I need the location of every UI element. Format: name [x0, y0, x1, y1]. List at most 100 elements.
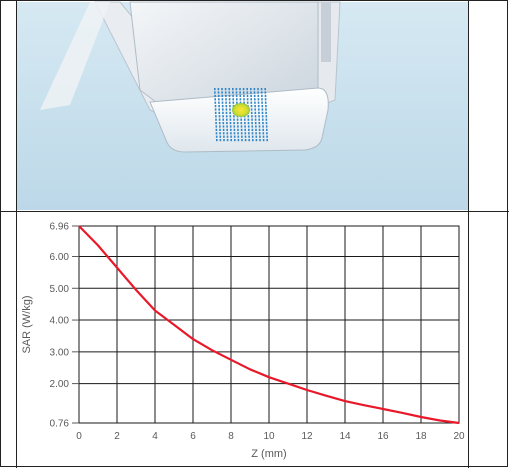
- probe-point: [222, 118, 224, 121]
- plot-area-border: [78, 225, 460, 424]
- probe-point: [240, 128, 243, 131]
- probe-point: [229, 108, 231, 111]
- probe-point: [255, 135, 258, 138]
- probe-point: [228, 98, 231, 101]
- probe-point: [214, 94, 216, 97]
- probe-point: [261, 108, 264, 111]
- probe-point: [253, 88, 256, 91]
- probe-point: [217, 91, 220, 94]
- probe-point: [258, 111, 260, 114]
- probe-point: [250, 101, 253, 104]
- probe-point: [236, 101, 238, 104]
- probe-point: [215, 132, 218, 135]
- probe-point: [218, 115, 221, 118]
- probe-point: [218, 111, 221, 114]
- probe-point: [257, 98, 260, 101]
- probe-point: [239, 91, 241, 94]
- probe-point: [230, 128, 232, 131]
- probe-point: [214, 105, 217, 108]
- probe-point: [218, 108, 220, 111]
- probe-point: [223, 139, 225, 142]
- probe-point: [225, 105, 228, 108]
- y-tick-label: 5.00: [50, 284, 70, 295]
- probe-point: [239, 98, 242, 101]
- sar-z-scan-chart: 6.96 6.00 5.00 4.00 3.00 2.00 0.76 0 2 4 6 8 10 12 14…: [21, 222, 465, 461]
- probe-point: [255, 125, 257, 128]
- probe-point: [248, 139, 250, 142]
- probe-point: [229, 115, 232, 118]
- probe-point: [246, 101, 249, 104]
- probe-point: [225, 115, 228, 118]
- probe-point: [247, 115, 250, 118]
- x-tick-label: 0: [76, 431, 82, 442]
- phone-left-wing: [40, 2, 110, 110]
- probe-point: [232, 98, 234, 101]
- probe-point: [240, 122, 243, 125]
- probe-point: [253, 94, 256, 97]
- probe-point: [265, 105, 267, 108]
- probe-point: [241, 135, 243, 138]
- probe-point: [246, 98, 249, 101]
- probe-point: [221, 88, 223, 91]
- probe-point: [221, 105, 224, 108]
- probe-point: [246, 88, 248, 91]
- probe-point: [224, 91, 227, 94]
- probe-point: [218, 101, 220, 104]
- probe-point: [228, 101, 231, 104]
- probe-point: [262, 118, 264, 121]
- probe-point: [221, 98, 224, 101]
- probe-point: [226, 132, 229, 135]
- probe-point: [266, 135, 268, 138]
- probe-point: [253, 91, 256, 94]
- probe-point: [244, 122, 246, 125]
- probe-point: [229, 125, 232, 128]
- probe-point: [254, 122, 257, 125]
- probe-point: [236, 98, 238, 101]
- y-tick-label: 2.00: [50, 379, 70, 390]
- probe-point: [251, 128, 254, 131]
- probe-point: [225, 108, 228, 111]
- probe-point: [229, 105, 231, 108]
- probe-point: [217, 94, 220, 97]
- probe-point: [228, 91, 231, 94]
- probe-point: [266, 139, 268, 142]
- probe-point: [228, 94, 231, 97]
- probe-point: [237, 132, 239, 135]
- x-tick-label: 2: [114, 431, 120, 442]
- probe-point: [258, 108, 260, 111]
- probe-point: [225, 98, 227, 101]
- x-tick-label: 14: [339, 431, 351, 442]
- probe-point: [251, 118, 253, 121]
- probe-point: [239, 88, 241, 91]
- probe-point: [232, 101, 235, 104]
- probe-point: [254, 108, 256, 111]
- probe-point: [262, 125, 264, 128]
- probe-point: [225, 94, 227, 97]
- probe-point: [255, 132, 257, 135]
- probe-point: [264, 98, 267, 101]
- probe-point: [254, 118, 257, 121]
- probe-point: [235, 94, 238, 97]
- probe-point: [229, 122, 232, 125]
- probe-point: [226, 118, 228, 121]
- probe-point: [230, 132, 232, 135]
- probe-point: [244, 125, 246, 128]
- probe-point: [262, 139, 265, 142]
- x-tick-label: 20: [453, 431, 465, 442]
- x-tick-label: 4: [152, 431, 158, 442]
- probe-point: [214, 111, 217, 114]
- probe-point: [261, 105, 264, 108]
- probe-point: [219, 132, 221, 135]
- y-axis-label: SAR (W/kg): [21, 295, 33, 353]
- probe-point: [250, 105, 253, 108]
- y-tick-label: 4.00: [50, 316, 70, 327]
- probe-point: [255, 139, 258, 142]
- probe-point: [222, 115, 224, 118]
- probe-measurement-grid: [214, 88, 268, 142]
- probe-point: [257, 91, 259, 94]
- probe-point: [233, 128, 236, 131]
- probe-point: [265, 118, 268, 121]
- probe-point: [237, 128, 239, 131]
- probe-point: [226, 122, 228, 125]
- probe-point: [265, 108, 267, 111]
